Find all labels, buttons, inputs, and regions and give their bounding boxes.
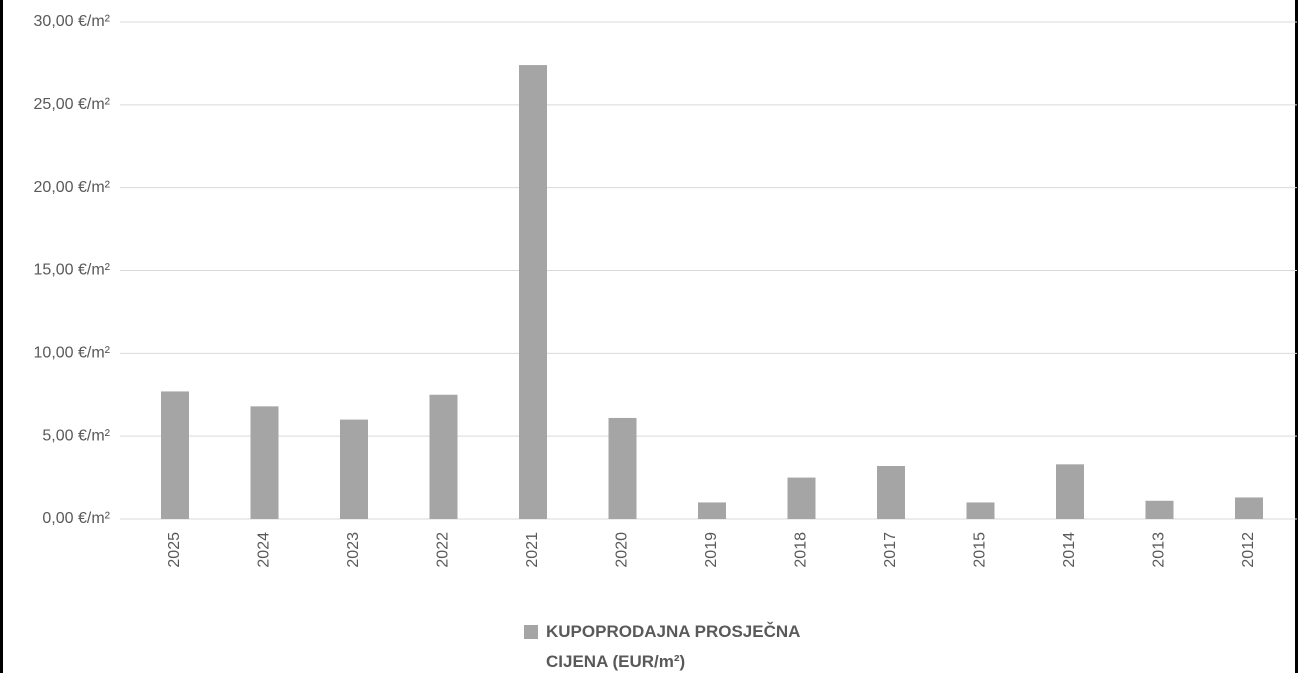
x-tick-label: 2021: [524, 532, 541, 568]
x-tick-label: 2012: [1240, 532, 1257, 568]
bar: [787, 477, 816, 519]
frame-right: [1295, 0, 1298, 673]
bar: [1056, 464, 1084, 519]
bar: [877, 465, 905, 519]
y-tick-label: 20,00 €/m²: [34, 179, 111, 196]
x-tick-label: 2018: [793, 532, 810, 568]
y-tick-label: 30,00 €/m²: [34, 13, 111, 30]
legend-swatch: [524, 625, 538, 639]
x-tick-label: 2025: [166, 532, 183, 568]
x-tick-label: 2017: [882, 532, 899, 568]
y-tick-label: 0,00 €/m²: [42, 510, 110, 527]
frame-left: [0, 0, 3, 673]
x-tick-label: 2015: [972, 532, 989, 568]
x-tick-label: 2023: [345, 532, 362, 568]
bar: [1145, 500, 1174, 519]
x-tick-label: 2024: [256, 532, 273, 568]
bar: [161, 391, 189, 519]
legend-label: KUPOPRODAJNA PROSJEČNA CIJENA (EUR/m²): [546, 622, 800, 671]
x-tick-label: 2013: [1151, 532, 1168, 568]
y-tick-label: 25,00 €/m²: [34, 96, 111, 113]
bar: [698, 502, 726, 519]
y-tick-label: 5,00 €/m²: [42, 427, 110, 444]
y-tick-label: 10,00 €/m²: [34, 345, 111, 362]
bar: [966, 502, 995, 519]
bar: [1235, 497, 1263, 519]
bar: [519, 65, 547, 519]
x-tick-label: 2020: [614, 532, 631, 568]
x-tick-label: 2019: [703, 532, 720, 568]
y-tick-label: 15,00 €/m²: [34, 262, 111, 279]
bar: [250, 406, 279, 519]
x-tick-label: 2014: [1061, 532, 1078, 568]
bar: [429, 394, 458, 519]
bar: [608, 417, 637, 519]
bar: [340, 419, 368, 519]
x-tick-label: 2022: [435, 532, 452, 568]
legend: KUPOPRODAJNA PROSJEČNA CIJENA (EUR/m²): [524, 617, 864, 673]
